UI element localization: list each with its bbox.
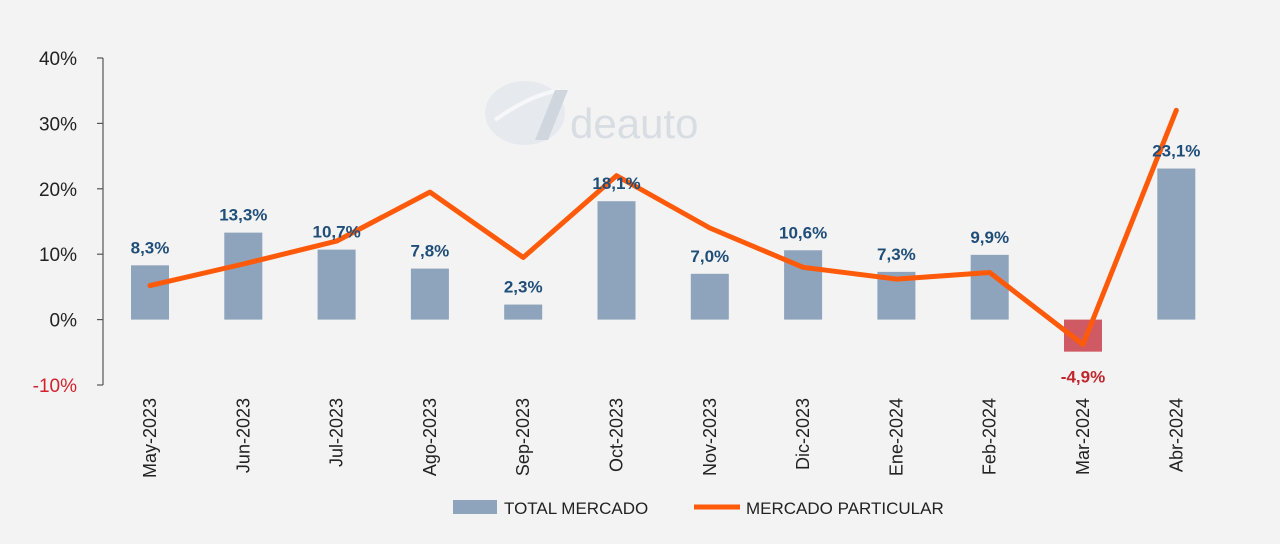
legend-label-mercado-particular: MERCADO PARTICULAR: [746, 499, 944, 518]
x-category-label: May-2023: [140, 398, 160, 478]
watermark-swoosh-icon: [493, 88, 561, 122]
x-category-label: Oct-2023: [607, 398, 627, 472]
y-tick-label: 40%: [39, 49, 77, 70]
y-tick-label: 10%: [39, 245, 77, 266]
x-category-label: Dic-2023: [793, 398, 813, 470]
bar-data-label: 13,3%: [219, 206, 267, 225]
watermark-i-stroke: [535, 90, 568, 140]
bar-total-mercado: [131, 265, 169, 320]
bar-data-label: 7,8%: [411, 242, 450, 261]
x-category-label: Jul-2023: [327, 398, 347, 467]
y-tick-label: -10%: [33, 376, 77, 397]
bar-total-mercado: [410, 268, 449, 320]
bar-data-label: 7,3%: [877, 245, 916, 264]
bar-data-label: 2,3%: [504, 278, 543, 297]
watermark-logo: deauto: [485, 81, 698, 147]
bar-data-label: 7,0%: [690, 247, 729, 266]
legend-swatch-total-mercado: [453, 500, 497, 514]
bar-total-mercado: [970, 254, 1009, 320]
x-category-label: Mar-2024: [1073, 398, 1093, 475]
y-tick-label: 20%: [39, 180, 77, 201]
watermark-text: deauto: [570, 100, 698, 147]
axes: 40% 30% 20% 10% 0% -10%: [33, 49, 104, 397]
bar-data-label: -4,9%: [1061, 368, 1105, 387]
x-category-label: Sep-2023: [513, 398, 533, 476]
bar-total-mercado: [1157, 168, 1196, 320]
line-series: [147, 107, 1179, 347]
x-category-label: Abr-2024: [1166, 398, 1186, 472]
legend: TOTAL MERCADO MERCADO PARTICULAR: [453, 499, 944, 518]
bar-data-label: 8,3%: [131, 238, 170, 257]
legend-label-total-mercado: TOTAL MERCADO: [504, 499, 648, 518]
bar-total-mercado: [597, 201, 636, 320]
bar-series: [131, 168, 1196, 352]
category-labels: May-2023 Jun-2023 Jul-2023 Ago-2023 Sep-2023…: [140, 398, 1186, 478]
bar-data-label: 9,9%: [970, 228, 1009, 247]
y-tick-label: 0%: [50, 311, 78, 332]
x-category-label: Feb-2024: [980, 398, 1000, 475]
data-labels: 8,3% 13,3% 10,7% 7,8% 2,3% 18,1% 7,0% 10,6% 7,3%…: [131, 142, 1201, 387]
x-category-label: Ago-2023: [420, 398, 440, 476]
bar-total-mercado: [504, 304, 543, 320]
bar-data-label: 10,6%: [779, 223, 827, 242]
bar-total-mercado: [690, 273, 729, 320]
bar-total-mercado: [224, 232, 263, 320]
bar-data-label: 23,1%: [1152, 142, 1200, 161]
x-category-label: Nov-2023: [700, 398, 720, 476]
y-tick-label: 30%: [39, 114, 77, 135]
line-mercado-particular: [147, 107, 1179, 347]
bar-data-label: 18,1%: [592, 174, 640, 193]
x-category-label: Jun-2023: [233, 398, 253, 473]
bar-data-label: 10,7%: [312, 223, 360, 242]
x-category-label: Ene-2024: [886, 398, 906, 476]
bar-total-mercado: [317, 249, 356, 320]
